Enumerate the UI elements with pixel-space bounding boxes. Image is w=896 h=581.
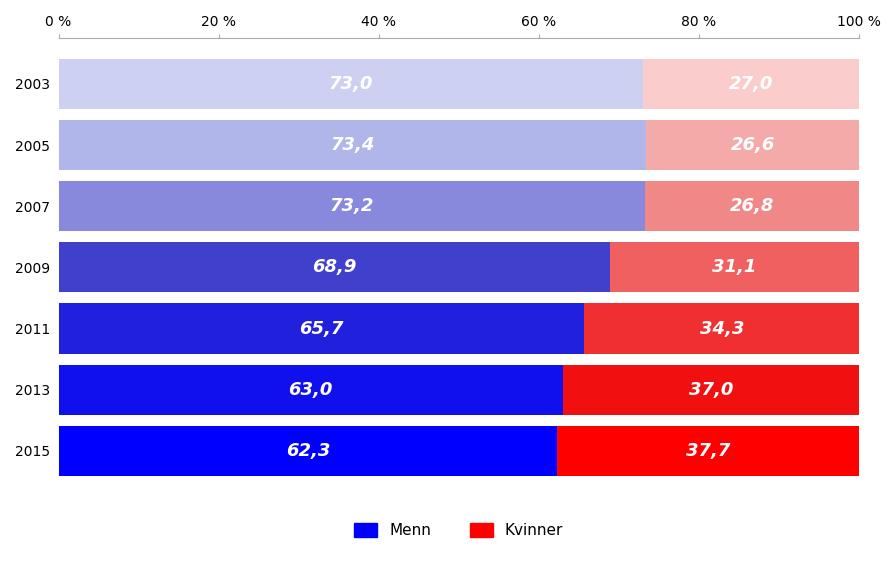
Text: 65,7: 65,7 (299, 320, 344, 338)
Bar (563, 365, 859, 415)
Text: 68,9: 68,9 (312, 259, 357, 277)
Bar (610, 242, 859, 292)
Bar (643, 59, 859, 109)
Text: 26,8: 26,8 (729, 197, 774, 215)
Legend: Menn, Kvinner: Menn, Kvinner (349, 517, 569, 544)
Text: 37,0: 37,0 (689, 381, 733, 399)
Bar (58, 426, 557, 476)
Text: 26,6: 26,6 (730, 136, 775, 154)
Bar (58, 181, 644, 231)
Bar (646, 120, 859, 170)
Bar (58, 303, 584, 354)
Bar (58, 242, 610, 292)
Text: 62,3: 62,3 (286, 442, 330, 460)
Text: 34,3: 34,3 (700, 320, 744, 338)
Bar (557, 426, 859, 476)
Text: 73,2: 73,2 (330, 197, 374, 215)
Text: 27,0: 27,0 (728, 75, 773, 93)
Text: 63,0: 63,0 (289, 381, 333, 399)
Text: 37,7: 37,7 (686, 442, 730, 460)
Bar (58, 59, 643, 109)
Bar (584, 303, 859, 354)
Bar (58, 120, 646, 170)
Text: 73,4: 73,4 (330, 136, 375, 154)
Text: 73,0: 73,0 (329, 75, 373, 93)
Text: 31,1: 31,1 (712, 259, 757, 277)
Bar (644, 181, 859, 231)
Bar (58, 365, 563, 415)
